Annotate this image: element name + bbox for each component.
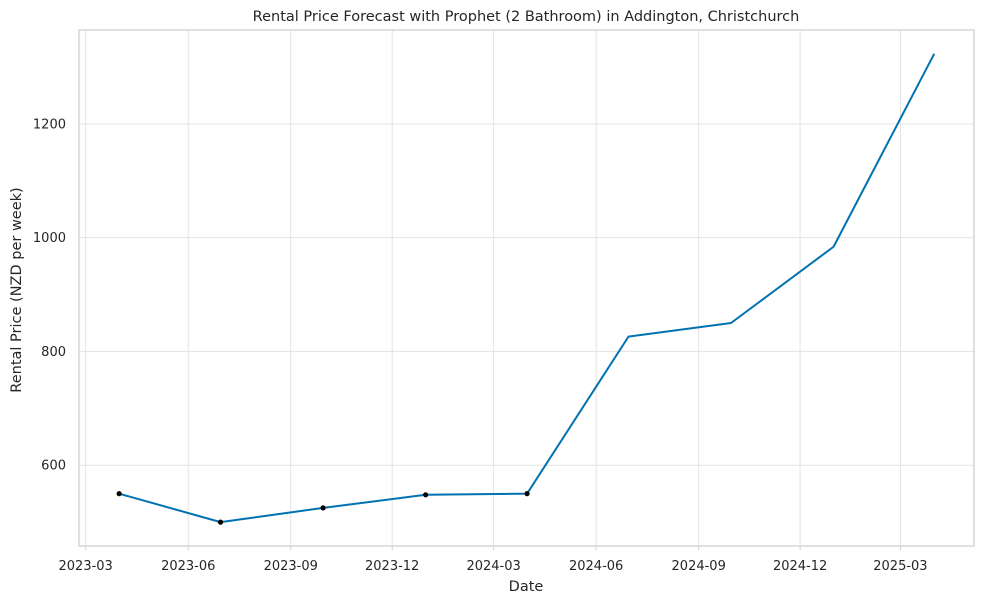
x-axis-label: Date <box>509 579 544 595</box>
forecast-line <box>118 53 935 524</box>
y-axis-ticks: 600 800 1000 1200 <box>33 117 66 473</box>
x-tick-label: 2023-06 <box>161 559 215 574</box>
x-tick-label: 2023-09 <box>264 559 318 574</box>
chart-title: Rental Price Forecast with Prophet (2 Ba… <box>253 9 800 25</box>
x-tick-label: 2023-12 <box>365 559 419 574</box>
x-axis-ticks: 2023-03 2023-06 2023-09 2023-12 2024-03 2024-… <box>59 546 928 574</box>
grid <box>79 30 974 546</box>
x-tick-label: 2025-03 <box>873 559 927 574</box>
y-axis-label: Rental Price (NZD per week) <box>9 187 25 392</box>
y-tick-label: 600 <box>41 459 66 474</box>
x-tick-label: 2024-06 <box>569 559 623 574</box>
plot-frame <box>78 29 975 547</box>
data-point <box>423 492 429 498</box>
data-point <box>320 505 326 511</box>
y-tick-label: 1200 <box>33 117 66 132</box>
data-point <box>217 519 224 525</box>
x-tick-label: 2024-12 <box>773 559 827 574</box>
y-tick-label: 800 <box>41 345 66 360</box>
observed-points <box>116 491 530 525</box>
series-layer <box>118 53 935 524</box>
data-point <box>524 491 530 497</box>
x-tick-label: 2024-03 <box>466 559 520 574</box>
data-point <box>116 491 122 497</box>
x-tick-label: 2024-09 <box>672 559 726 574</box>
x-tick-label: 2023-03 <box>59 559 113 574</box>
y-tick-label: 1000 <box>33 231 66 246</box>
